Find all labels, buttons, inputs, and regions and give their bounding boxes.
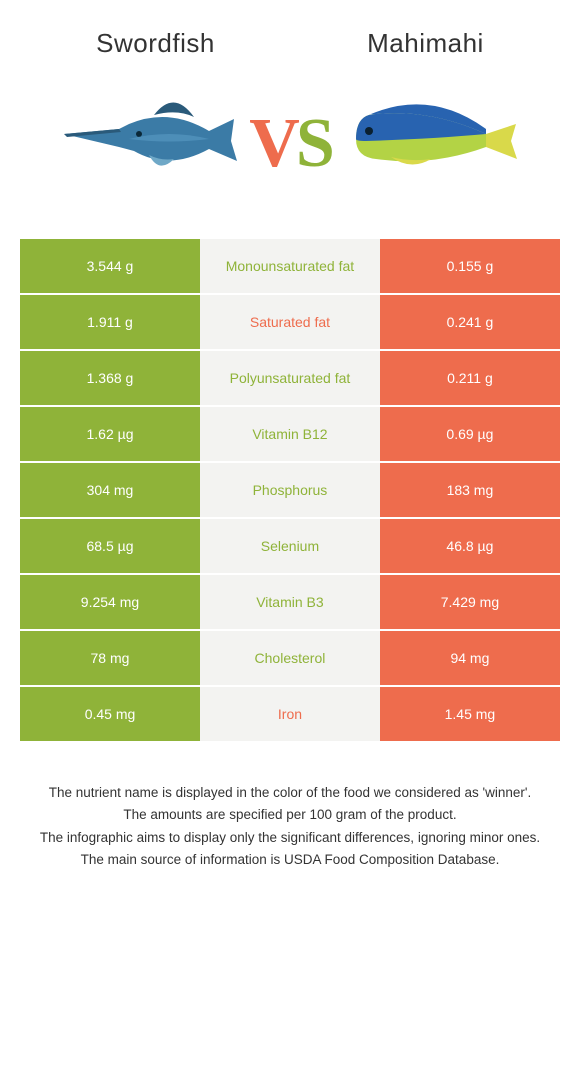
left-value: 1.368 g	[20, 351, 200, 405]
nutrient-label: Vitamin B3	[200, 575, 380, 629]
nutrient-label: Phosphorus	[200, 463, 380, 517]
right-value: 0.69 µg	[380, 407, 560, 461]
hero-row: VS	[0, 69, 580, 239]
nutrient-label: Vitamin B12	[200, 407, 380, 461]
vs-s: S	[296, 105, 331, 182]
left-value: 1.62 µg	[20, 407, 200, 461]
nutrient-label: Selenium	[200, 519, 380, 573]
title-mahimahi: Mahimahi	[367, 28, 484, 59]
note-line-2: The amounts are specified per 100 gram o…	[20, 805, 560, 825]
left-value: 3.544 g	[20, 239, 200, 293]
right-value: 94 mg	[380, 631, 560, 685]
table-row: 304 mgPhosphorus183 mg	[20, 463, 560, 519]
table-row: 9.254 mgVitamin B37.429 mg	[20, 575, 560, 631]
right-value: 0.155 g	[380, 239, 560, 293]
vs-v: V	[249, 105, 296, 182]
header: Swordfish Mahimahi	[0, 0, 580, 69]
table-row: 78 mgCholesterol94 mg	[20, 631, 560, 687]
table-row: 0.45 mgIron1.45 mg	[20, 687, 560, 743]
mahimahi-image	[341, 79, 521, 209]
right-value: 46.8 µg	[380, 519, 560, 573]
vs-label: VS	[249, 109, 331, 179]
left-value: 304 mg	[20, 463, 200, 517]
table-row: 1.62 µgVitamin B120.69 µg	[20, 407, 560, 463]
nutrient-label: Saturated fat	[200, 295, 380, 349]
right-value: 0.211 g	[380, 351, 560, 405]
table-row: 1.368 gPolyunsaturated fat0.211 g	[20, 351, 560, 407]
right-value: 0.241 g	[380, 295, 560, 349]
left-value: 0.45 mg	[20, 687, 200, 741]
footer-notes: The nutrient name is displayed in the co…	[0, 743, 580, 892]
table-row: 3.544 gMonounsaturated fat0.155 g	[20, 239, 560, 295]
left-value: 9.254 mg	[20, 575, 200, 629]
left-value: 1.911 g	[20, 295, 200, 349]
note-line-4: The main source of information is USDA F…	[20, 850, 560, 870]
table-row: 1.911 gSaturated fat0.241 g	[20, 295, 560, 351]
nutrient-label: Monounsaturated fat	[200, 239, 380, 293]
right-value: 7.429 mg	[380, 575, 560, 629]
nutrition-table: 3.544 gMonounsaturated fat0.155 g1.911 g…	[20, 239, 560, 743]
table-row: 68.5 µgSelenium46.8 µg	[20, 519, 560, 575]
nutrient-label: Iron	[200, 687, 380, 741]
title-swordfish: Swordfish	[96, 28, 215, 59]
note-line-3: The infographic aims to display only the…	[20, 828, 560, 848]
nutrient-label: Polyunsaturated fat	[200, 351, 380, 405]
left-value: 68.5 µg	[20, 519, 200, 573]
right-value: 1.45 mg	[380, 687, 560, 741]
swordfish-image	[59, 79, 239, 209]
left-value: 78 mg	[20, 631, 200, 685]
nutrient-label: Cholesterol	[200, 631, 380, 685]
right-value: 183 mg	[380, 463, 560, 517]
note-line-1: The nutrient name is displayed in the co…	[20, 783, 560, 803]
